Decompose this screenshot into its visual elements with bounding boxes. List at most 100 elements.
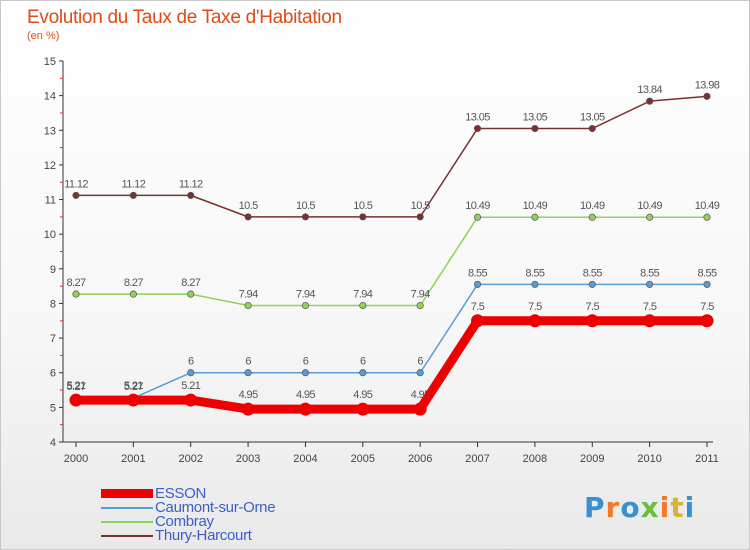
data-point — [356, 402, 370, 416]
y-tick-label: 5 — [50, 402, 56, 414]
data-point — [531, 280, 539, 288]
data-point — [703, 213, 711, 221]
data-label: 10.49 — [580, 200, 605, 212]
data-point — [473, 213, 482, 221]
data-point — [646, 97, 654, 105]
data-point — [298, 402, 312, 416]
legend-label: Thury-Harcourt — [155, 527, 252, 544]
data-point — [359, 369, 367, 377]
chart-title: Evolution du Taux de Taxe d'Habitation — [27, 7, 342, 28]
data-point — [473, 124, 482, 133]
data-point — [703, 92, 711, 100]
data-point — [646, 213, 654, 221]
data-label: 11.12 — [64, 178, 88, 190]
data-label: 7.5 — [471, 301, 485, 313]
y-tick-label: 10 — [44, 229, 56, 241]
logo-letter: x — [640, 491, 660, 524]
data-label: 10.5 — [411, 200, 430, 212]
y-tick-label: 13 — [44, 125, 56, 137]
data-label: 6 — [245, 356, 251, 368]
data-label: 6 — [188, 356, 194, 368]
data-point — [129, 191, 137, 199]
series-line-caumont-sur-orne — [75, 283, 708, 399]
data-point — [528, 314, 542, 328]
x-tick-label: 2003 — [236, 453, 260, 465]
data-label: 10.5 — [353, 200, 372, 212]
data-point — [244, 369, 252, 377]
legend-swatch — [101, 521, 153, 523]
data-label: 11.12 — [179, 178, 203, 190]
data-label: 8.27 — [181, 277, 200, 289]
data-point — [187, 191, 195, 199]
data-point — [473, 280, 482, 288]
y-tick-label: 8 — [50, 298, 56, 310]
x-tick-label: 2009 — [580, 453, 604, 465]
data-point — [301, 301, 310, 310]
series-line-combray — [75, 216, 708, 307]
data-label: 7.5 — [643, 301, 657, 313]
x-tick-label: 2007 — [465, 453, 489, 465]
data-label: 10.5 — [296, 200, 315, 212]
x-tick-label: 2002 — [178, 453, 202, 465]
logo-letter: P — [584, 491, 606, 524]
x-tick-label: 2008 — [523, 453, 547, 465]
proxiti-logo: Proxiti — [584, 491, 695, 524]
legend-swatch — [101, 535, 153, 537]
y-tick-label: 4 — [50, 437, 56, 449]
data-label: 8.27 — [66, 277, 85, 289]
data-label: 4.95 — [411, 389, 430, 401]
data-point — [416, 369, 424, 377]
data-label: 6 — [303, 356, 309, 368]
data-label: 13.05 — [465, 112, 490, 124]
series-line-esson — [71, 316, 712, 414]
data-label: 7.94 — [353, 289, 372, 301]
data-label: 11.12 — [122, 178, 146, 190]
data-point — [585, 314, 599, 328]
data-label: 7.5 — [700, 301, 714, 313]
data-point — [700, 314, 714, 328]
x-tick-label: 2005 — [351, 453, 375, 465]
data-label: 8.55 — [640, 267, 659, 279]
y-tick-label: 9 — [50, 264, 56, 276]
data-point — [416, 301, 424, 310]
data-label: 13.05 — [580, 112, 605, 124]
data-label: 7.5 — [528, 301, 542, 313]
data-point — [359, 301, 367, 310]
data-label: 8.27 — [124, 277, 143, 289]
y-tick-label: 14 — [44, 91, 56, 103]
x-tick-label: 2011 — [695, 453, 719, 465]
series-line-thury-harcourt — [75, 95, 708, 218]
y-tick-label: 6 — [50, 368, 56, 380]
legend-label: Combray — [155, 513, 214, 530]
data-point — [129, 290, 137, 298]
data-point — [471, 314, 485, 328]
y-tick-label: 15 — [44, 56, 56, 68]
data-point — [126, 393, 140, 407]
legend-label: ESSON — [155, 485, 207, 502]
logo-letter: r — [605, 491, 621, 524]
data-point — [69, 393, 83, 407]
legend-swatch — [101, 507, 153, 509]
data-point — [241, 402, 255, 416]
data-point — [588, 280, 596, 288]
data-label: 5.27 — [124, 381, 143, 393]
logo-letter: i — [684, 491, 696, 524]
data-label: 8.55 — [468, 267, 487, 279]
data-label: 10.49 — [637, 200, 662, 212]
data-point — [187, 290, 195, 298]
data-label: 8.55 — [697, 267, 716, 279]
logo-letter: o — [620, 491, 641, 524]
data-label: 7.5 — [586, 301, 600, 313]
x-tick-label: 2006 — [408, 453, 432, 465]
data-label: 13.98 — [695, 79, 720, 91]
data-point — [531, 124, 539, 133]
data-label: 10.49 — [695, 200, 720, 212]
data-label: 6 — [417, 356, 423, 368]
data-point — [531, 213, 539, 221]
data-point — [187, 369, 195, 377]
logo-letter: t — [670, 491, 685, 524]
data-label: 10.5 — [239, 200, 258, 212]
data-point — [588, 213, 596, 221]
